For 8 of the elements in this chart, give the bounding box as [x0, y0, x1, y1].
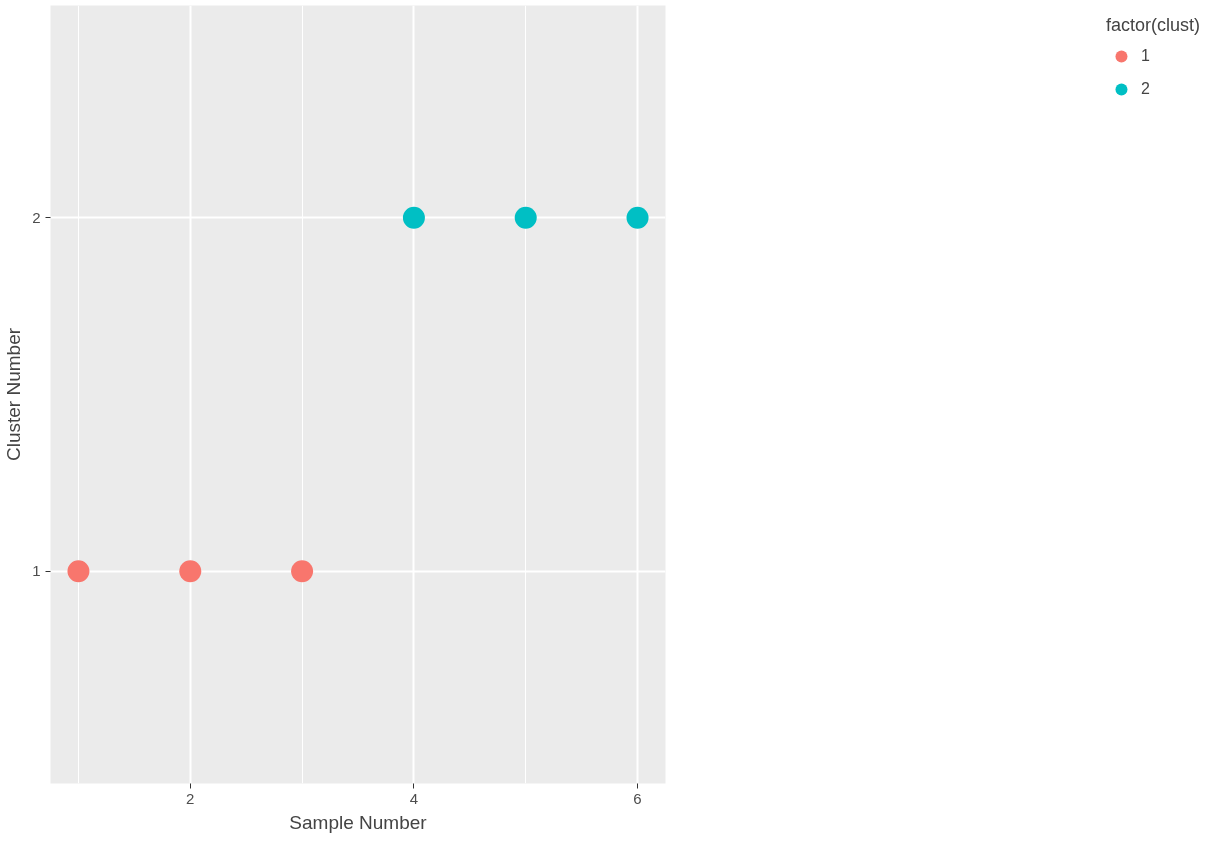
- legend-label: 2: [1140, 80, 1151, 98]
- legend-title: factor(clust): [1105, 15, 1200, 36]
- x-tick-label: 6: [633, 789, 642, 807]
- legend-label: 1: [1140, 47, 1151, 65]
- x-tick-label: 2: [186, 789, 195, 807]
- y-axis-title: Cluster Number: [3, 327, 25, 462]
- x-tick-label: 4: [409, 789, 419, 807]
- x-axis-title: Sample Number: [289, 811, 428, 833]
